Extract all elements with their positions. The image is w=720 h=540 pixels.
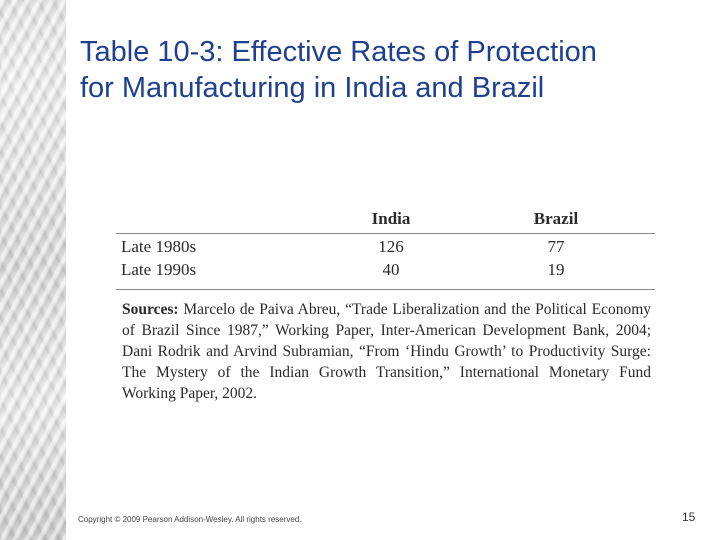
india-value: 40 xyxy=(382,260,400,279)
sources-label: Sources: xyxy=(122,301,179,318)
marble-sidebar-decoration xyxy=(0,0,66,540)
table-row: Late 1990s 40 19 xyxy=(116,260,655,283)
sources-text: Marcelo de Paiva Abreu, “Trade Liberaliz… xyxy=(122,301,652,402)
table-row: Late 1980s 126 77 xyxy=(116,237,655,260)
table-header-row: India Brazil xyxy=(116,205,655,233)
protection-rates-table: India Brazil Late 1980s 126 77 Late 1990… xyxy=(116,205,655,404)
brazil-value: 19 xyxy=(547,260,565,279)
header-india: India xyxy=(371,209,411,228)
header-rule xyxy=(116,233,655,234)
title-line-2: for Manufacturing in India and Brazil xyxy=(80,72,545,104)
header-brazil: Brazil xyxy=(533,209,579,228)
row-label: Late 1980s xyxy=(121,237,197,256)
slide-title: Table 10-3: Effective Rates of Protectio… xyxy=(80,34,700,106)
copyright-footer: Copyright © 2009 Pearson Addison-Wesley.… xyxy=(78,515,302,524)
sources-note: Sources: Marcelo de Paiva Abreu, “Trade … xyxy=(116,289,655,404)
page-number: 15 xyxy=(682,510,696,524)
india-value: 126 xyxy=(378,237,404,256)
row-label: Late 1990s xyxy=(121,260,197,279)
title-line-1: Table 10-3: Effective Rates of Protectio… xyxy=(80,36,597,68)
brazil-value: 77 xyxy=(547,237,565,256)
table-body: Late 1980s 126 77 Late 1990s 40 19 xyxy=(116,234,655,289)
